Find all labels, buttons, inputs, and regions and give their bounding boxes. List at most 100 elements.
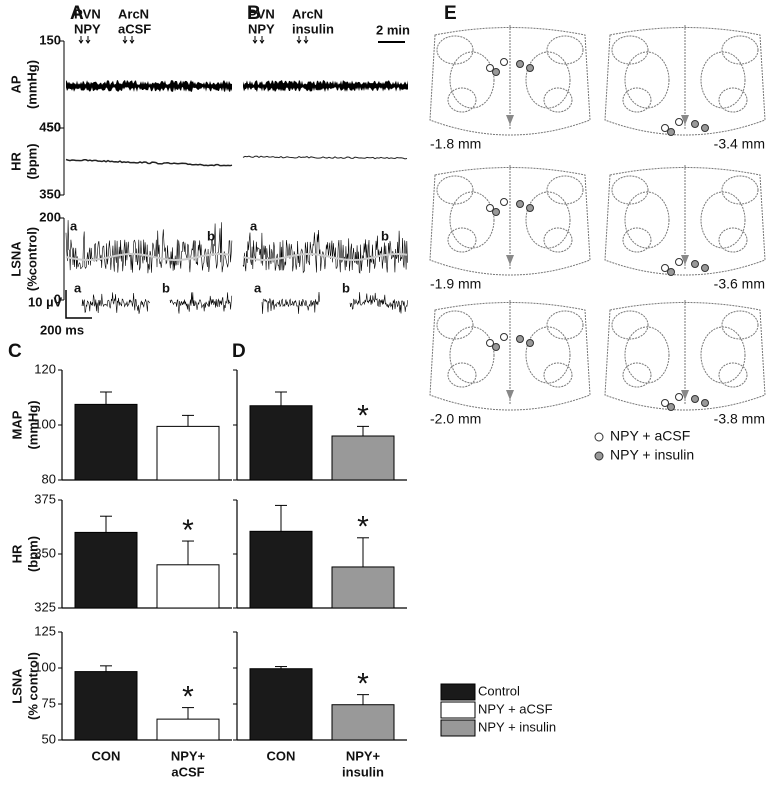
atlas-region [624,326,670,384]
injection-site-dot [701,399,709,407]
atlas-region [449,326,495,384]
segment-label: b [381,228,389,243]
injection-site-dot [500,333,508,341]
injection-site: ArcN [118,6,149,21]
atlas-region [546,175,584,205]
atlas-ventricle [506,255,514,265]
y-axis-unit: (mmHg) [25,400,40,449]
bar [331,566,395,609]
atlas-region [624,191,670,249]
injection-arrow [296,36,302,44]
panel-label: B [247,3,261,24]
atlas-legend-label: NPY + aCSF [610,428,690,444]
panel-label: C [8,341,22,362]
ap-trace [66,80,232,92]
trace-yunit: (mmHg) [24,60,39,109]
injection-site-dot [691,395,699,403]
atlas-region [447,362,477,388]
y-axis-unit: (bpm) [25,536,40,572]
section-level: -3.8 mm [714,411,765,427]
legend-swatch [440,683,476,701]
atlas-region [543,227,573,253]
burst-scale: 200 ms [40,322,84,337]
burst-scale-bar [65,290,92,319]
injection-site-dot [492,343,500,351]
atlas-region [721,35,759,65]
y-axis-label: MAP [9,410,24,439]
injection-site-dot [526,64,534,72]
atlas-outline [429,167,591,276]
bar [331,435,395,481]
atlas-region [622,227,652,253]
trace-ylabel: LSNA [8,241,23,277]
injection-agent: NPY [74,21,101,36]
atlas-legend-marker [594,432,604,442]
segment-label: a [254,280,262,295]
significance: * [357,399,369,432]
bar [249,530,313,609]
atlas-drawings [429,25,766,411]
injection-site-dot [701,264,709,272]
trace-ylabel: HR [8,152,23,171]
injection-arrow [129,36,135,44]
injection-site-dot [492,68,500,76]
injection-arrow [259,36,265,44]
atlas-region [525,51,571,109]
x-tick-label: NPY+ [171,748,206,763]
atlas-region [721,175,759,205]
injection-site-dot [516,60,524,68]
injection-agent: insulin [292,21,334,36]
atlas-region [721,310,759,340]
burst-trace [169,292,233,314]
significance: * [182,681,194,714]
atlas-ventricle [681,390,689,400]
injection-site: ArcN [292,6,323,21]
injection-site-dot [675,393,683,401]
legend-swatch [440,719,476,737]
atlas-region [718,362,748,388]
panel-label: E [444,3,457,24]
time-scale: 2 min [376,22,410,37]
trace-tick-label: 0 [54,291,61,306]
injection-site-dot [701,124,709,132]
panel-label: D [232,341,246,362]
atlas-region [449,191,495,249]
lsna-mean [242,253,408,261]
bar [156,564,220,609]
atlas-outline [604,302,766,411]
injection-site-dot [661,264,669,272]
segment-label: b [342,280,350,295]
atlas-region [449,51,495,109]
segment-label: b [207,228,215,243]
ap-trace [243,80,408,92]
injection-site-dot [486,64,494,72]
injection-site-dot [691,260,699,268]
atlas-region [718,87,748,113]
bar [331,704,395,741]
atlas-legend-label: NPY + insulin [610,447,694,463]
atlas-ventricle [681,115,689,125]
bar [156,425,220,481]
atlas-region [525,191,571,249]
y-axis-label: HR [9,544,24,563]
trace-ylabel: AP [8,75,23,93]
x-tick-label: NPY+ [346,748,381,763]
legend-label: NPY + insulin [478,719,556,734]
injection-arrow [303,36,309,44]
burst-trace [81,292,151,314]
injection-site: PVN [74,6,101,21]
atlas-outline [604,167,766,276]
y-tick-label: 350 [34,545,56,560]
injection-arrow [78,36,84,44]
segment-label: b [162,280,170,295]
atlas-region [436,310,474,340]
atlas-region [611,35,649,65]
injection-agent: aCSF [118,21,151,36]
hr-trace [65,158,233,167]
atlas-region [700,326,746,384]
trace-tick-label: 200 [39,209,61,224]
x-tick-label: CON [92,748,121,763]
injection-site-dot [691,120,699,128]
injection-site-dot [675,258,683,266]
